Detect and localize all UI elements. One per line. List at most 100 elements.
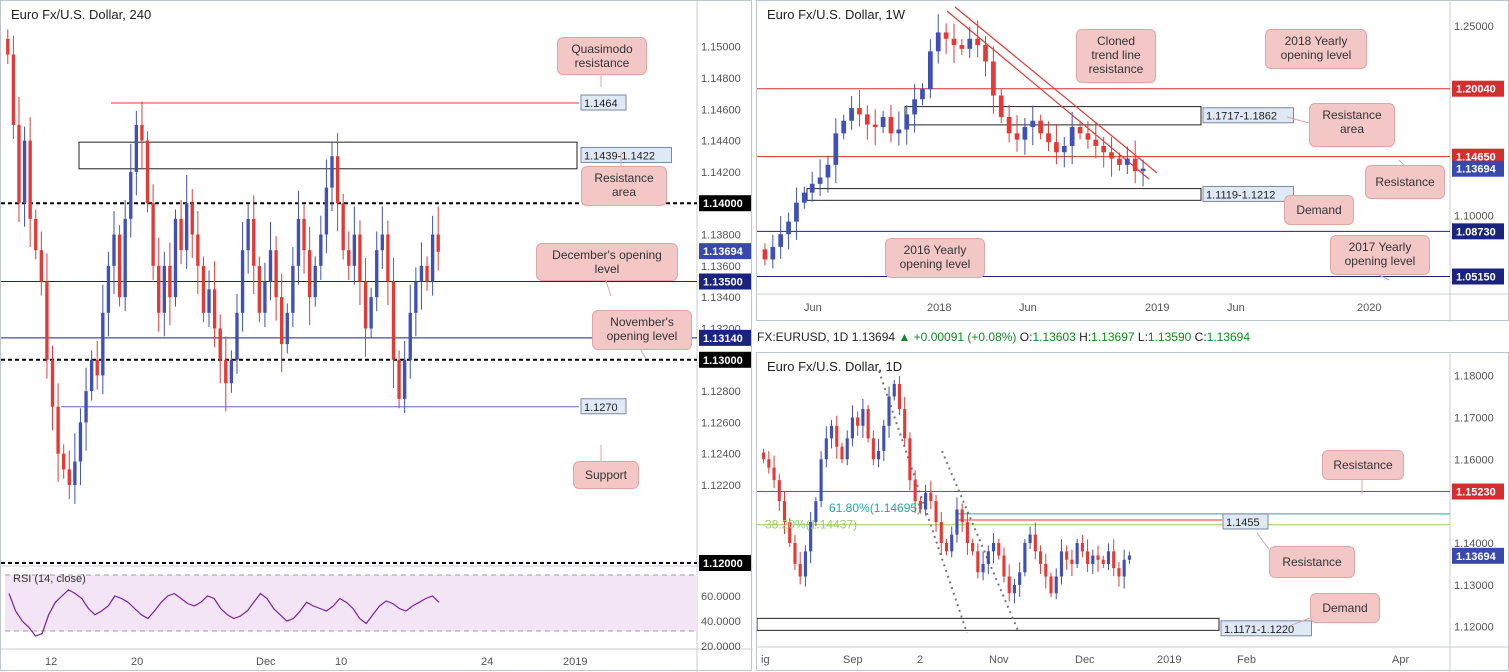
x-axis-tick-label: 24 [481, 656, 493, 668]
x-axis-tick-label: ig [761, 654, 770, 666]
price-tag-label: 1.13500 [703, 277, 743, 289]
d1-candle [845, 438, 849, 460]
x-axis-tick-label: 2019 [1145, 302, 1169, 314]
price-tag-label: 1.05150 [1456, 271, 1496, 283]
price-tag-bg [1452, 80, 1504, 97]
price-tag-bg [699, 243, 751, 260]
callout-2018-yearly-opening: 2018 Yearly opening level [1265, 29, 1367, 69]
h4-candle [268, 250, 273, 282]
d1-candle [819, 459, 823, 502]
h4-candle [252, 218, 256, 266]
d1-candle [1018, 572, 1022, 585]
d1-candle [1007, 576, 1011, 594]
d1-candle [929, 492, 933, 502]
d1-candle [1086, 551, 1090, 564]
h4-candle [162, 265, 166, 313]
d1-chart-panel[interactable]: 1.18000 1.17000 1.16000 1.14000 1.13000 1.120… [756, 352, 1509, 672]
d1-candle [762, 452, 766, 460]
h4-candle [129, 171, 133, 219]
symbol-info-bar: FX:EURUSD, 1D 1.13694 ▲ +0.00091 (+0.08%… [757, 330, 1250, 344]
w1-candle [801, 192, 807, 203]
d1-candle [908, 438, 912, 481]
channel-line [941, 450, 1020, 634]
h4-candle [62, 453, 66, 470]
d1-candle [1075, 543, 1079, 564]
h4-candle [235, 312, 239, 360]
h4-candle [363, 281, 368, 329]
h4-candle [414, 281, 418, 313]
w1-candle [1117, 158, 1122, 165]
d1-candle [788, 522, 792, 543]
h4-candle [84, 391, 88, 423]
d1-candle [976, 551, 980, 573]
price-tag-label: 1.13694 [1456, 551, 1497, 563]
d1-candle [861, 409, 865, 426]
h4-candle [134, 124, 139, 172]
low-label: L: [1137, 330, 1148, 344]
price-tag-label: 1.13000 [703, 355, 743, 367]
d1-candle [939, 522, 943, 543]
y-axis-tick-label: 1.16000 [1454, 454, 1494, 466]
h4-candle [22, 140, 27, 204]
h4-candle [140, 124, 144, 141]
h4-candle [397, 359, 401, 399]
d1-candle [903, 409, 907, 439]
h4-candle [112, 234, 116, 266]
w1-candle [1109, 152, 1114, 159]
d1-candle [960, 509, 964, 523]
w1-candle [770, 246, 776, 260]
rsi-axis-tick-label: 40.0000 [701, 616, 741, 628]
y-axis-tick-label: 1.10000 [1454, 210, 1494, 222]
h4-candle [402, 359, 407, 399]
callout-quasimodo-resistance: Quasimodo resistance [557, 37, 647, 75]
x-axis-tick-label: Sep [843, 654, 863, 666]
d1-chart-title: Euro Fx/U.S. Dollar, 1D [767, 359, 903, 374]
w1-candle [849, 108, 854, 121]
d1-candle [1002, 555, 1006, 577]
h4-chart-svg[interactable]: 1.15000 1.14800 1.14600 1.14400 1.14200 1.138… [1, 1, 753, 672]
y-axis-tick-label: 1.14200 [701, 167, 741, 179]
d1-candle [871, 438, 875, 460]
x-axis-tick-label: 2019 [1157, 654, 1181, 666]
price-tag-bg [1452, 483, 1504, 500]
trend-line [954, 6, 1158, 174]
h4-candle [39, 250, 44, 282]
w1-candle [1085, 133, 1091, 140]
d1-candle [835, 425, 839, 447]
y-axis-tick-label: 1.13400 [701, 292, 741, 304]
w1-candle [1132, 158, 1138, 172]
h4-candle [190, 203, 194, 235]
x-axis-tick-label: 12 [45, 656, 57, 668]
h4-candle [145, 140, 150, 204]
level-mark-bg [1220, 620, 1312, 637]
d1-candle [1033, 534, 1037, 552]
h4-candle [11, 54, 16, 125]
callout-pointer [1291, 617, 1311, 626]
d1-candle [809, 522, 813, 552]
w1-chart-panel[interactable]: 1.25000 1.10000 1.20040 1.14650 1.13694 1.087… [756, 0, 1509, 322]
w1-candle [1014, 133, 1020, 140]
y-axis-tick-label: 1.13800 [701, 230, 741, 242]
d1-candle [829, 425, 834, 439]
y-axis-tick-label: 1.12400 [701, 449, 741, 461]
price-tag-bg [1452, 223, 1504, 240]
d1-chart-svg[interactable]: 1.18000 1.17000 1.16000 1.14000 1.13000 1.120… [757, 353, 1509, 672]
x-axis-tick-label: Dec [1075, 654, 1095, 666]
h4-candle [240, 250, 245, 313]
level-mark-bg [1202, 107, 1294, 124]
w1-candle [991, 61, 996, 96]
h4-candle [347, 250, 351, 266]
resistance-area-box [78, 141, 578, 170]
w1-candle [825, 164, 831, 178]
d1-candle [1012, 584, 1016, 594]
w1-candle [1124, 158, 1130, 165]
close-value: 1.13694 [1206, 330, 1251, 344]
h4-candle [157, 265, 161, 313]
d1-candle [971, 543, 975, 552]
d1-candle [1059, 551, 1064, 577]
last-price: 1.13694 [851, 330, 896, 344]
h4-candle [168, 265, 172, 298]
w1-candle [1077, 127, 1083, 134]
h4-chart-panel[interactable]: 1.15000 1.14800 1.14600 1.14400 1.14200 1.138… [0, 0, 753, 672]
